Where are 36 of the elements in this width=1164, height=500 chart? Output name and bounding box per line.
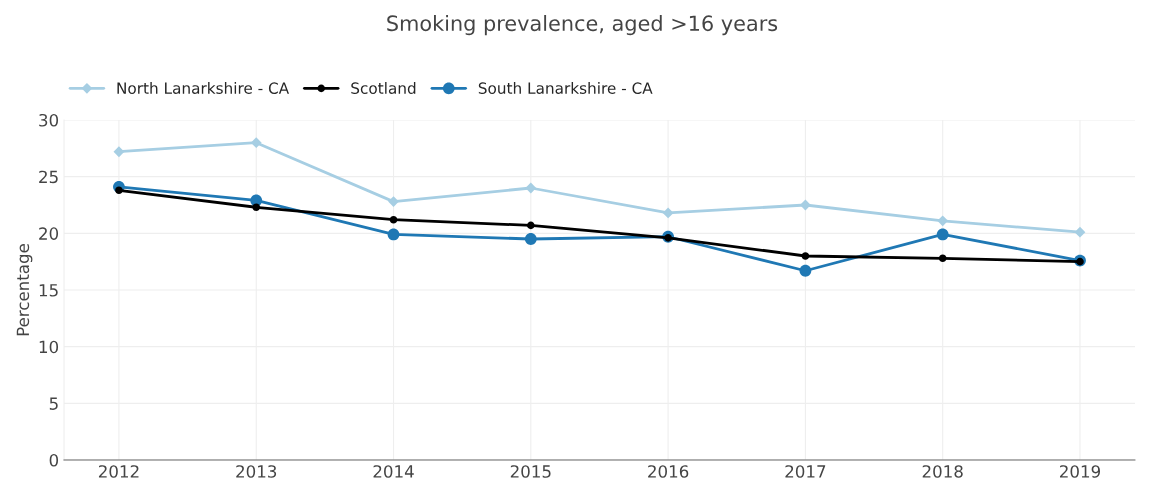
legend-label: Scotland [351,82,416,94]
x-tick-label: 2013 [236,465,277,478]
x-tick-label: 2018 [922,465,963,478]
point [938,254,947,263]
legend-label: South Lanarkshire - CA [478,82,653,94]
x-tick-label: 2012 [98,465,139,478]
x-tick-label: 2015 [510,465,551,478]
y-axis-title: Percentage [16,244,33,336]
point [801,252,810,260]
point [525,182,537,194]
y-tick-label: 0 [49,453,59,467]
point [662,207,674,219]
point [252,203,261,212]
x-tick-label: 2016 [648,465,689,478]
y-tick-label: 10 [39,340,59,354]
chart-title: Smoking prevalence, aged >16 years [387,15,778,36]
x-tick-label: 2019 [1060,465,1101,478]
y-tick-label: 30 [39,113,59,127]
y-tick-label: 20 [39,227,59,240]
y-tick-label: 25 [39,170,58,184]
point [799,264,812,277]
point [936,228,949,241]
y-tick-label: 15 [39,284,58,297]
y-tick-label: 5 [49,397,58,410]
point [388,196,399,207]
x-tick-label: 2014 [373,465,414,478]
point [800,199,811,211]
x-tick-label: 2017 [785,465,826,478]
legend-label: North Lanarkshire - CA [117,82,290,94]
point [1074,226,1086,238]
point [524,233,537,245]
point [387,228,400,241]
point [526,221,535,230]
point [389,215,398,224]
point [113,146,125,158]
point [115,186,123,195]
